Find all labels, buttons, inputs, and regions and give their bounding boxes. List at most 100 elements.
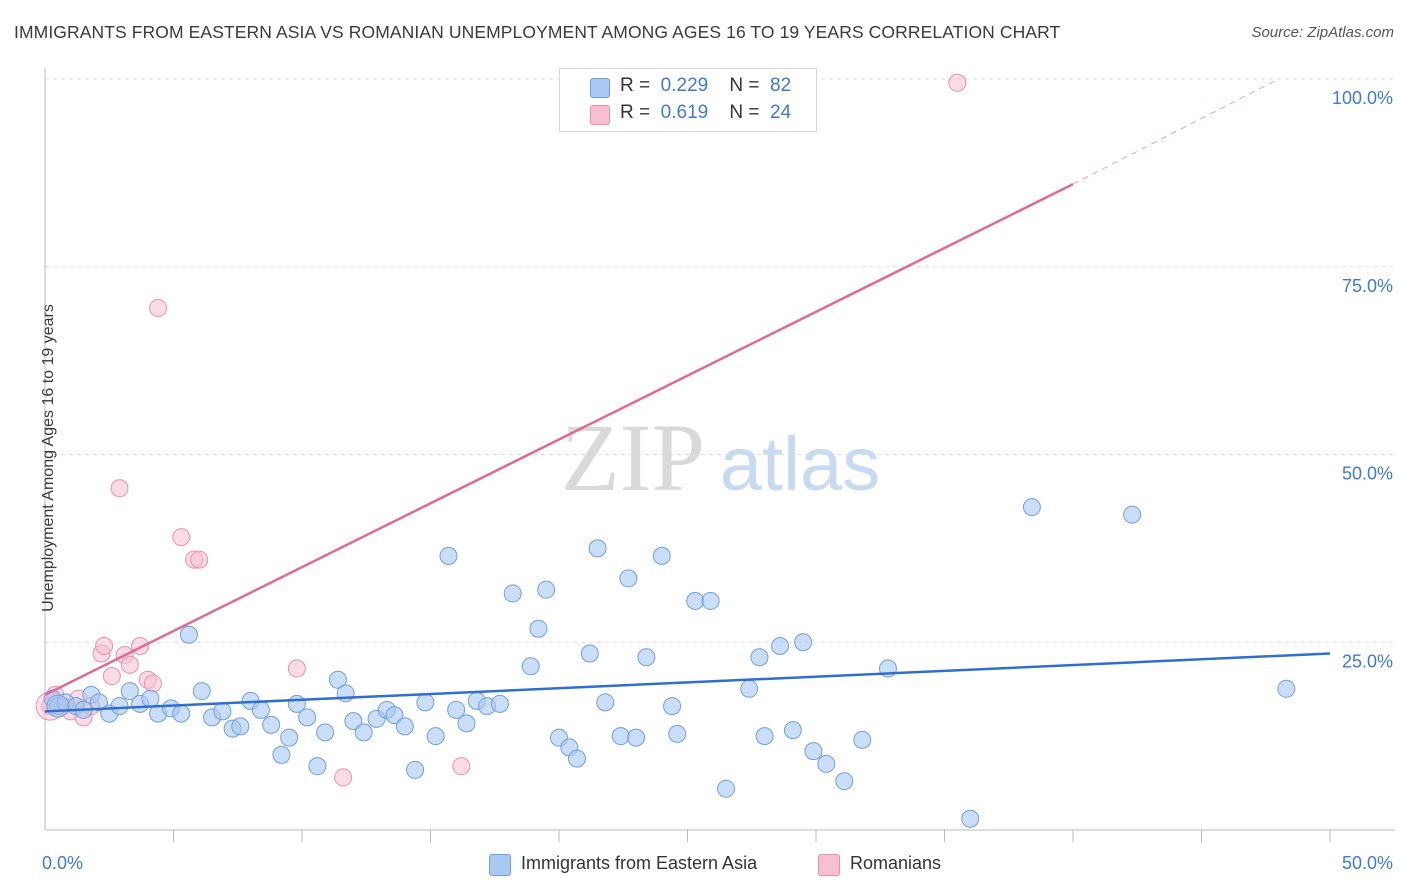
data-point-eastern-asia [251,700,270,719]
trend-line-eastern-asia [44,652,1331,713]
legend-r-value: 0.619 [660,102,709,123]
legend-r-label: R = [620,102,651,123]
trend-line-romanians-extension [1072,78,1279,185]
data-point-eastern-asia [637,648,656,667]
data-point-eastern-asia [298,708,317,727]
data-point-eastern-asia [344,712,363,731]
source-label: Source: ZipAtlas.com [1251,24,1394,41]
data-point-eastern-asia [231,717,250,736]
data-point-eastern-asia [701,591,720,610]
tick-labels: 25.0% 50.0% 75.0% 100.0% 0.0% 50.0% [42,88,1393,873]
data-point-eastern-asia [794,633,813,652]
data-point-eastern-asia [272,745,291,764]
data-point-eastern-asia [1022,498,1041,517]
series-eastern-asia [43,498,1296,828]
series-legend: Immigrants from Eastern Asia Romanians [0,852,1406,880]
data-point-eastern-asia [835,772,854,791]
data-point-eastern-asia [961,809,980,828]
data-point-eastern-asia [89,693,108,712]
axes [44,68,1395,842]
data-point-eastern-asia [652,546,671,565]
data-point-eastern-asia [262,715,281,734]
y-tick-label: 25.0% [1342,651,1393,671]
data-point-eastern-asia-cluster [46,694,70,718]
data-point-eastern-asia [213,702,232,721]
data-point-romanians [120,655,139,674]
data-point-eastern-asia [179,625,198,644]
data-point-eastern-asia [521,657,540,676]
data-point-eastern-asia [686,591,705,610]
data-point-romanians [102,667,121,686]
data-point-eastern-asia [503,584,522,603]
legend-n-value: 82 [770,75,792,96]
chart-title: IMMIGRANTS FROM EASTERN ASIA VS ROMANIAN… [14,22,1061,42]
data-point-eastern-asia [328,670,347,689]
legend-swatch-pink [590,105,610,125]
data-point-romanians [190,550,209,569]
legend-r-value: 0.229 [660,75,709,96]
correlation-legend: R = 0.229 N = 82 R = 0.619 N = 24 [559,68,817,132]
data-point-eastern-asia [740,679,759,698]
data-point-eastern-asia [457,714,476,733]
legend-n-value: 24 [770,102,792,123]
data-point-eastern-asia [588,539,607,558]
y-tick-label: 50.0% [1342,464,1393,484]
legend-swatch-blue [489,854,511,876]
watermark-zip: ZIP [561,404,705,511]
legend-n-label: N = [729,75,760,96]
data-point-eastern-asia [439,546,458,565]
watermark: ZIP atlas [561,404,880,511]
data-point-eastern-asia [668,724,687,743]
data-point-eastern-asia [611,727,630,746]
data-point-eastern-asia [567,749,586,768]
data-point-eastern-asia [817,754,836,773]
data-point-eastern-asia [192,682,211,701]
data-point-eastern-asia [110,697,129,716]
data-point-eastern-asia [426,727,445,746]
data-point-eastern-asia [619,569,638,588]
data-point-eastern-asia [755,727,774,746]
data-point-eastern-asia [783,721,802,740]
legend-label: Romanians [850,853,942,873]
data-point-eastern-asia [627,728,646,747]
data-point-romanians [948,73,967,92]
legend-r-label: R = [620,75,651,96]
data-point-romanians [149,299,168,318]
data-point-eastern-asia [354,723,373,742]
y-tick-label: 100.0% [1332,88,1393,108]
data-point-eastern-asia [663,697,682,716]
legend-swatch-pink [818,854,840,876]
data-point-eastern-asia [596,693,615,712]
data-point-romanians [452,757,471,776]
data-point-eastern-asia [804,742,823,761]
data-point-eastern-asia [447,700,466,719]
data-point-eastern-asia [771,637,790,656]
data-point-romanians [95,637,114,656]
data-point-eastern-asia [316,723,335,742]
trend-lines [44,78,1331,713]
data-point-eastern-asia [1123,505,1142,524]
watermark-atlas: atlas [720,422,881,507]
data-point-romanians [110,479,129,498]
data-point-eastern-asia [385,706,404,725]
data-point-eastern-asia [490,694,509,713]
data-point-romanians [287,659,306,678]
legend-swatch-blue [590,78,610,98]
data-point-eastern-asia [717,779,736,798]
data-point-eastern-asia [280,728,299,747]
data-point-eastern-asia [308,757,327,776]
legend-label: Immigrants from Eastern Asia [521,853,758,873]
y-tick-label: 75.0% [1342,276,1393,296]
y-axis-label: Unemployment Among Ages 16 to 19 years [40,304,57,612]
x-tick-label: 50.0% [1342,853,1393,873]
x-tick-label: 0.0% [42,853,83,873]
data-point-eastern-asia [853,730,872,749]
data-point-eastern-asia [750,648,769,667]
data-point-eastern-asia [406,760,425,779]
data-point-eastern-asia [537,580,556,599]
trend-line-romanians [44,183,1074,696]
data-point-romanians [143,674,162,693]
data-point-eastern-asia [580,644,599,663]
legend-n-label: N = [729,102,760,123]
